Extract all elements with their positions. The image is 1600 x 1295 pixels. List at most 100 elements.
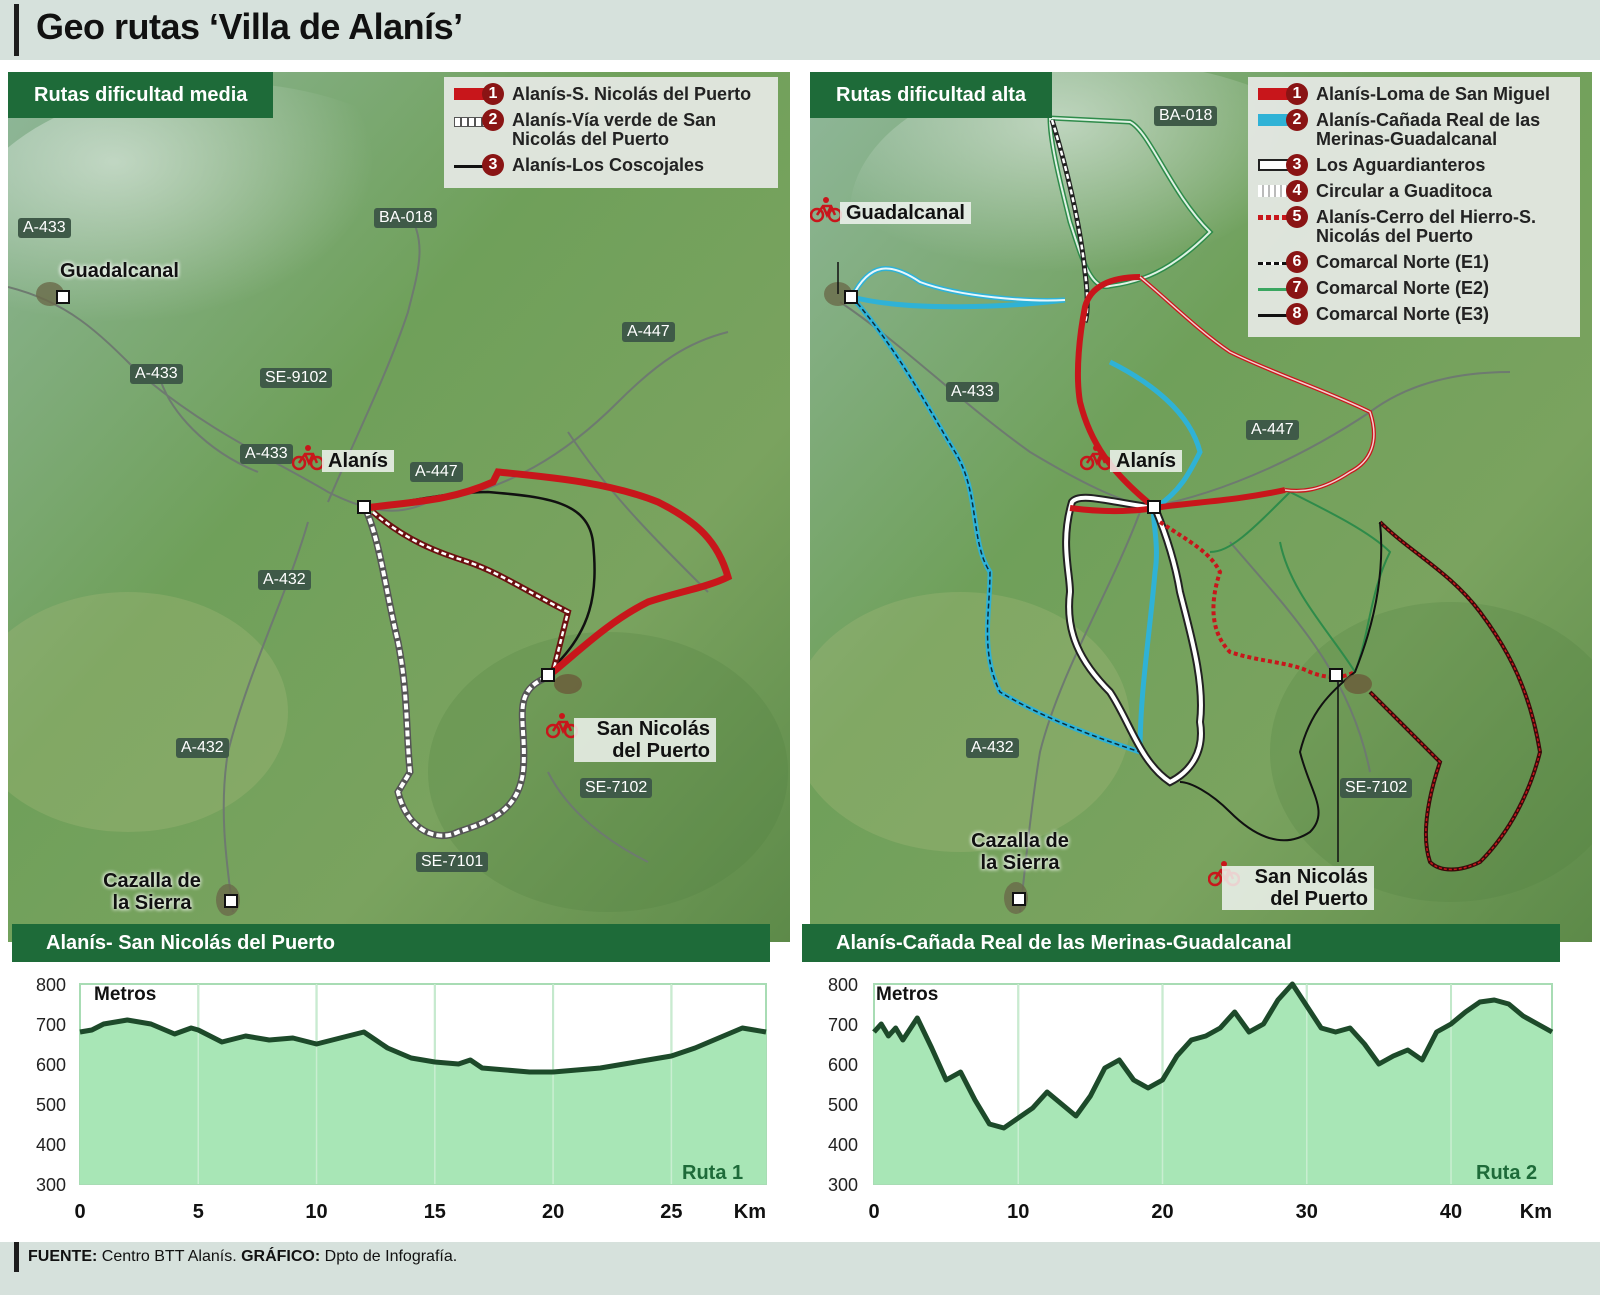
road-label: A-447 (622, 322, 675, 342)
terrain-map-left (8, 72, 790, 942)
x-tick-label: 5 (193, 1201, 204, 1223)
page-title: Geo rutas ‘Villa de Alanís’ (36, 6, 463, 47)
x-tick-label: 10 (305, 1201, 327, 1223)
town-marker (56, 290, 70, 304)
road-label: A-432 (258, 570, 311, 590)
difficulty-tag-media: Rutas dificultad media (8, 72, 274, 118)
bicycle-icon (810, 197, 842, 223)
legend-item-1: 1 Alanís-S. Nicolás del Puerto (454, 83, 770, 105)
y-tick-label: 800 (828, 975, 858, 995)
town-alanis: Alanís (1110, 450, 1183, 472)
legend-right: 1 Alanís-Loma de San Miguel 2 Alanís-Cañ… (1248, 77, 1580, 337)
y-tick-label: 400 (828, 1135, 858, 1155)
road-label: SE-7102 (580, 778, 653, 798)
title-rule (14, 4, 19, 56)
legend-item-8: 8 Comarcal Norte (E3) (1258, 303, 1572, 325)
x-tick-label: 20 (542, 1201, 564, 1223)
x-tick-label: 15 (424, 1201, 446, 1223)
town-guadalcanal: Guadalcanal (60, 260, 179, 282)
road-label: A-432 (176, 738, 229, 758)
route-2-via-verde-left (362, 508, 550, 840)
series-label: Ruta 2 (1476, 1162, 1538, 1184)
road-label: BA-018 (374, 208, 438, 228)
y-tick-label: 600 (828, 1055, 858, 1075)
town-alanis: Alanís (322, 450, 395, 472)
y-tick-label: 700 (828, 1015, 858, 1035)
y-axis-title: Metros (94, 984, 157, 1005)
y-tick-label: 700 (36, 1015, 66, 1035)
road-label: SE-7102 (1340, 778, 1413, 798)
elevation-line (79, 1017, 767, 1075)
town-marker (224, 894, 238, 908)
road-label: BA-018 (1154, 106, 1218, 126)
profile-title-2: Alanís-Cañada Real de las Merinas-Guadal… (802, 924, 1560, 962)
legend-item-3: 3 Alanís-Los Coscojales (454, 154, 770, 176)
road-label: A-447 (410, 462, 463, 482)
town-marker (357, 500, 371, 514)
x-tick-label: 10 (1007, 1201, 1029, 1223)
y-tick-label: 600 (36, 1055, 66, 1075)
town-guadalcanal: Guadalcanal (840, 202, 971, 224)
x-tick-label: 40 (1440, 1201, 1462, 1223)
legend-item-6: 6 Comarcal Norte (E1) (1258, 251, 1572, 273)
difficulty-tag-alta: Rutas dificultad alta (810, 72, 1053, 118)
legend-item-4: 4 Circular a Guaditoca (1258, 180, 1572, 202)
elevation-chart-2: 800 700 600 500 400 300 0 10 20 30 40 Km (828, 975, 1554, 1223)
map-panel-alta: Rutas dificultad alta 1 Alanís-Loma de S… (810, 72, 1592, 942)
road-label: A-433 (130, 364, 183, 384)
bicycle-icon (1080, 445, 1112, 471)
elevation-area (80, 1020, 766, 1184)
profile-title-1: Alanís- San Nicolás del Puerto (12, 924, 770, 962)
y-tick-label: 300 (36, 1175, 66, 1195)
road-label: A-433 (946, 382, 999, 402)
legend-item-5: 5 Alanís-Cerro del Hierro-S. Nicolás del… (1258, 206, 1572, 247)
x-axis-title: Km (734, 1201, 766, 1223)
y-axis-title: Metros (876, 984, 939, 1005)
x-tick-label: 0 (868, 1201, 879, 1223)
legend-item-3: 3 Los Aguardianteros (1258, 154, 1572, 176)
x-tick-label: 30 (1296, 1201, 1318, 1223)
road-label: SE-7101 (416, 852, 489, 872)
road-label: SE-9102 (260, 368, 333, 388)
legend-left: 1 Alanís-S. Nicolás del Puerto 2 Alanís-… (444, 77, 778, 188)
series-label: Ruta 1 (682, 1162, 744, 1184)
route-1-san-nicolas-left (365, 468, 733, 675)
x-tick-label: 20 (1151, 1201, 1173, 1223)
elevation-line (872, 981, 1554, 1131)
map-panel-media: Rutas dificultad media 1 Alanís-S. Nicol… (8, 72, 790, 942)
town-marker (1329, 668, 1343, 682)
road-label: A-433 (18, 218, 71, 238)
x-tick-label: 25 (660, 1201, 682, 1223)
town-marker (541, 668, 555, 682)
town-san-nicolas: San Nicolás del Puerto (1222, 866, 1374, 910)
legend-item-2: 2 Alanís-Vía verde de San Nicolás del Pu… (454, 109, 770, 150)
town-san-nicolas: San Nicolás del Puerto (574, 718, 716, 762)
elevation-profile-1: 800 700 600 500 400 300 0 5 10 15 20 25 Km Metros Ru… (0, 962, 790, 1234)
legend-item-1: 1 Alanís-Loma de San Miguel (1258, 83, 1572, 105)
town-cazalla: Cazalla de la Sierra (103, 870, 201, 914)
legend-item-7: 7 Comarcal Norte (E2) (1258, 277, 1572, 299)
source-credit: FUENTE: Centro BTT Alanís. GRÁFICO: Dpto… (28, 1248, 458, 1265)
y-tick-label: 400 (36, 1135, 66, 1155)
road-label: A-433 (240, 444, 293, 464)
x-tick-label: 0 (74, 1201, 85, 1223)
y-tick-label: 300 (828, 1175, 858, 1195)
elevation-area (874, 984, 1552, 1184)
legend-item-2: 2 Alanís-Cañada Real de las Merinas-Guad… (1258, 109, 1572, 150)
bicycle-icon (292, 445, 324, 471)
legend-swatch (454, 165, 492, 168)
footer: FUENTE: Centro BTT Alanís. GRÁFICO: Dpto… (0, 1242, 1600, 1295)
y-tick-label: 500 (36, 1095, 66, 1115)
x-axis-title: Km (1520, 1201, 1552, 1223)
road-label: A-447 (1246, 420, 1299, 440)
town-marker (1147, 500, 1161, 514)
town-marker (844, 290, 858, 304)
town-marker (1012, 892, 1026, 906)
elevation-profile-2: 800 700 600 500 400 300 0 10 20 30 40 Km Metros Rut… (790, 962, 1580, 1234)
y-tick-label: 800 (36, 975, 66, 995)
road-label: A-432 (966, 738, 1019, 758)
town-cazalla: Cazalla de la Sierra (971, 830, 1069, 874)
title-bar: Geo rutas ‘Villa de Alanís’ (0, 0, 1600, 60)
y-tick-label: 500 (828, 1095, 858, 1115)
elevation-chart-1: 800 700 600 500 400 300 0 5 10 15 20 25 Km (36, 975, 767, 1223)
